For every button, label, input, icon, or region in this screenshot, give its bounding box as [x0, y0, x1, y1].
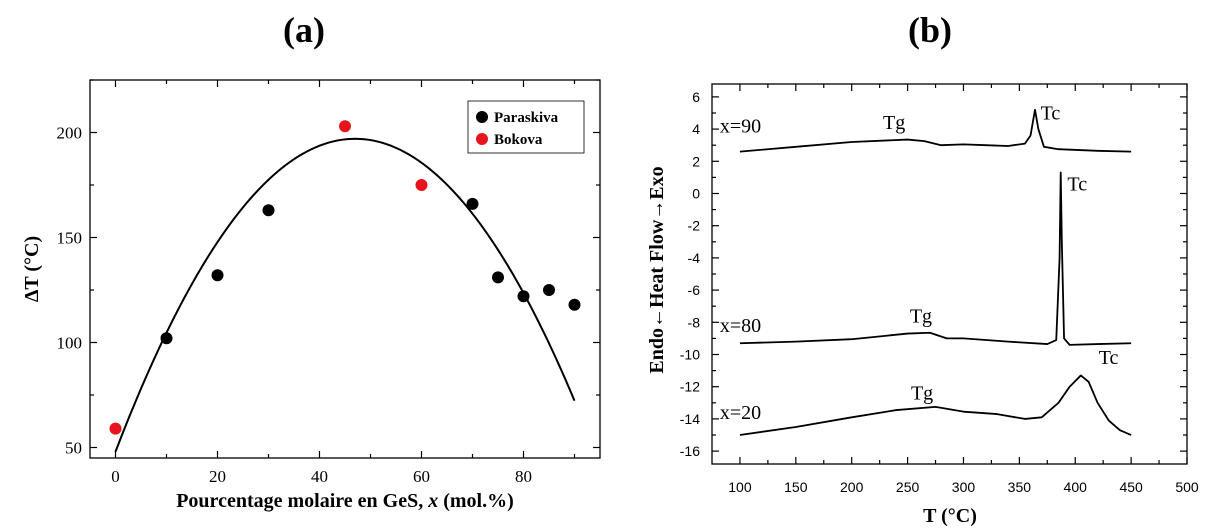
chart-a-frame: [89, 79, 601, 459]
y-tick-label: 4: [692, 121, 700, 137]
legend-label-paraskiva: Paraskiva: [494, 110, 559, 126]
chart-b-xlabel: T (°C): [923, 505, 977, 527]
data-point-paraskiva: [543, 284, 555, 296]
y-tick-label: 50: [65, 439, 82, 458]
annotation-label: x=90: [720, 115, 761, 137]
chart-a-xlabel-var: x: [427, 490, 438, 512]
x-tick-label: 20: [209, 467, 226, 486]
dsc-curve-x-20: [739, 374, 1132, 436]
y-tick-label: 200: [57, 124, 83, 143]
y-tick-label: -10: [680, 347, 700, 363]
y-tick-label: -2: [688, 218, 701, 234]
annotation-label: Tc: [1041, 102, 1061, 124]
chart-a-xlabel: Pourcentage molaire en GeS, x (mol.%): [176, 490, 514, 512]
y-tick-label: -14: [680, 411, 700, 427]
x-tick-label: 450: [1119, 479, 1143, 495]
y-tick-label: -6: [688, 282, 701, 298]
y-tick-label: -4: [688, 250, 701, 266]
annotation-label: Tg: [883, 112, 905, 134]
legend-box: [467, 100, 585, 154]
x-tick-label: 500: [1175, 479, 1199, 495]
annotation-label: Tg: [911, 383, 933, 405]
x-tick-label: 150: [784, 479, 808, 495]
y-tick-label: -16: [680, 443, 700, 459]
data-point-bokova: [109, 422, 122, 435]
x-tick-label: 0: [111, 467, 120, 486]
y-tick-label: 6: [692, 89, 700, 105]
data-point-paraskiva: [211, 269, 224, 282]
y-tick-label: 150: [57, 229, 83, 248]
data-point-paraskiva: [517, 290, 530, 303]
x-tick-label: 200: [840, 479, 864, 495]
data-point-paraskiva: [568, 298, 581, 311]
y-tick-label: -12: [680, 379, 700, 395]
data-point-paraskiva: [160, 332, 173, 345]
annotation-label: Tg: [910, 305, 932, 327]
dsc-curve-x-80: [739, 171, 1132, 346]
chart-a-xlabel-prefix: Pourcentage molaire en GeS,: [176, 490, 428, 512]
chart-a: 0 20 40 60 80 50 100 150 200 Paraskiva Bokova ΔT…: [21, 79, 601, 512]
annotation-label: Tc: [1067, 173, 1087, 195]
x-tick-label: 40: [311, 467, 328, 486]
data-point-bokova: [339, 120, 351, 133]
legend-label-bokova: Bokova: [494, 132, 543, 148]
annotation-label: x=80: [720, 315, 761, 337]
data-point-paraskiva: [262, 204, 275, 217]
fit-curve: [114, 137, 576, 453]
chart-a-legend: Paraskiva Bokova: [467, 100, 585, 154]
panel-b-label: (b): [908, 10, 952, 50]
y-tick-label: -8: [688, 314, 701, 330]
x-tick-label: 60: [413, 467, 430, 486]
legend-marker-bokova: [476, 133, 488, 145]
y-tick-label: 100: [57, 334, 83, 353]
chart-a-xlabel-suffix: (mol.%): [438, 490, 514, 512]
chart-b-frame: [711, 83, 1188, 465]
y-tick-label: 0: [692, 185, 700, 201]
annotation-label: Tc: [1099, 347, 1119, 369]
x-tick-label: 350: [1008, 479, 1032, 495]
chart-a-ylabel: ΔT (°C): [21, 236, 43, 302]
data-point-paraskiva: [466, 197, 479, 210]
dsc-curve-x-90: [739, 108, 1132, 153]
x-tick-label: 100: [728, 479, 752, 495]
x-tick-label: 400: [1064, 479, 1088, 495]
y-tick-label: 2: [692, 153, 700, 169]
legend-marker-paraskiva: [476, 111, 488, 123]
data-point-bokova: [415, 179, 428, 191]
chart-b-ylabel: Endo←Heat Flow→Exo: [646, 166, 668, 373]
x-tick-label: 80: [515, 467, 532, 486]
chart-b: 100 150 200 250 300 350 400 450 500 6 4 2 0 -2 -4 -6 -8 -…: [646, 83, 1199, 527]
data-point-paraskiva: [492, 271, 504, 284]
panel-a-label: (a): [283, 10, 325, 50]
x-tick-label: 300: [952, 479, 976, 495]
annotation-label: x=20: [720, 402, 761, 424]
x-tick-label: 250: [896, 479, 920, 495]
